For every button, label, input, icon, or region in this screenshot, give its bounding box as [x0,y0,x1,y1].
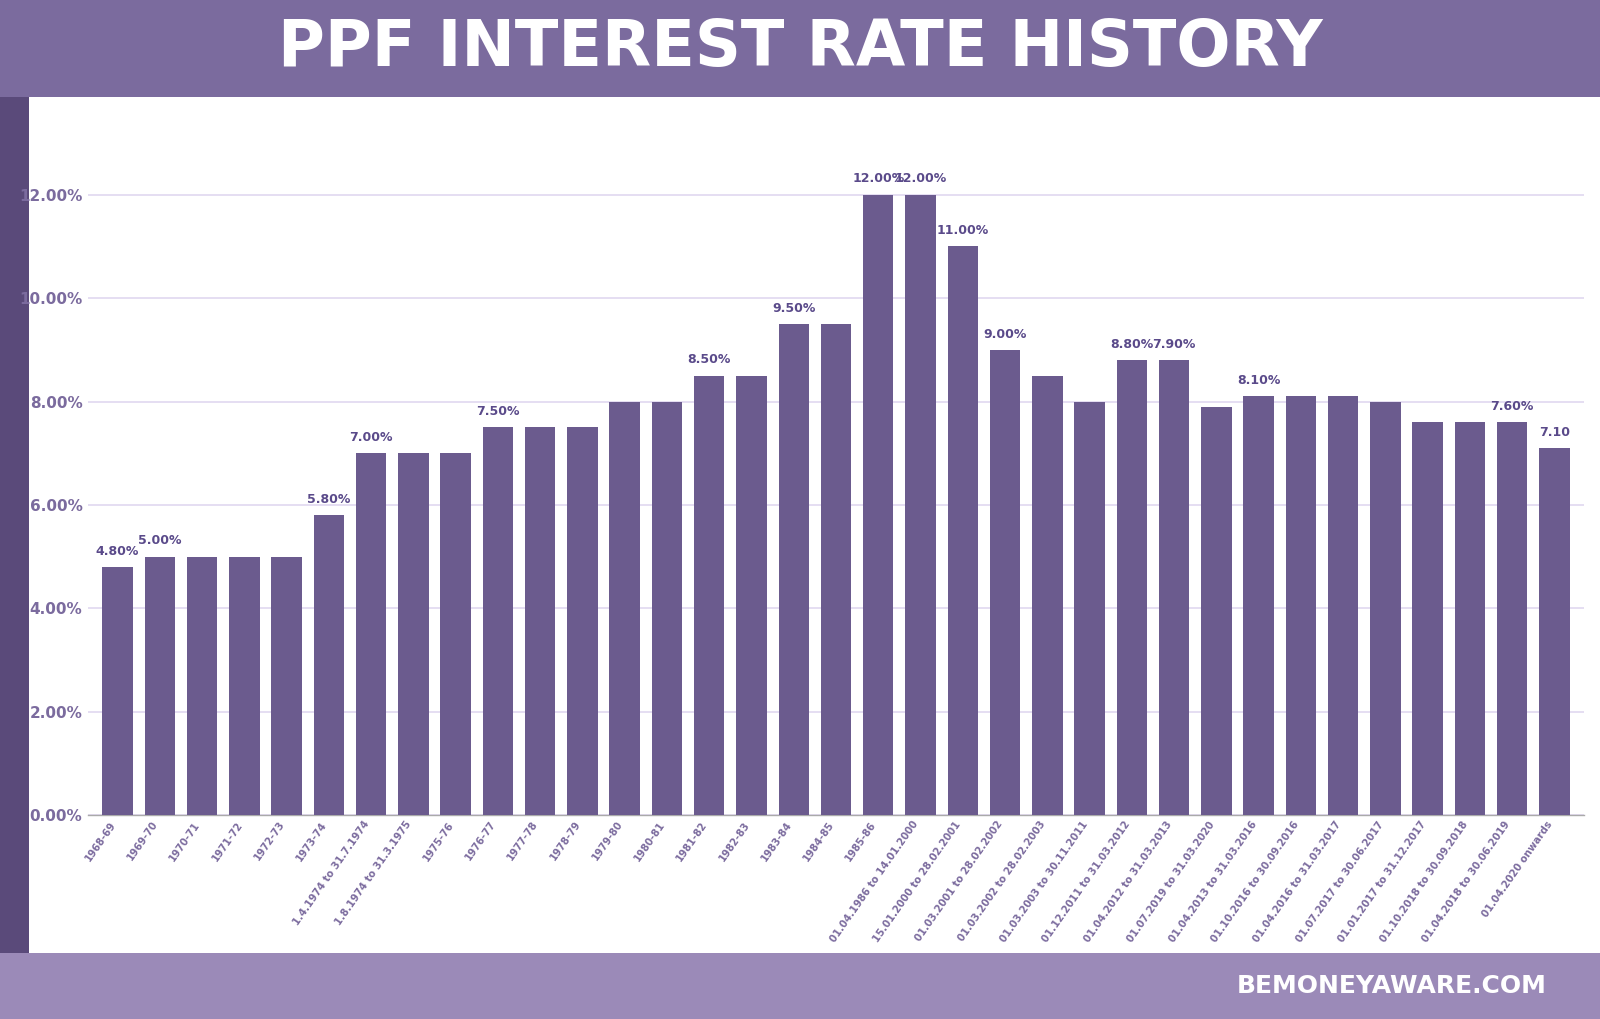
Text: 7.10: 7.10 [1539,426,1570,439]
Bar [229,556,259,815]
Text: 7.90%: 7.90% [1152,338,1195,351]
Text: 8.10%: 8.10% [1237,374,1280,387]
Bar [187,556,218,815]
Bar [272,556,302,815]
Text: 11.00%: 11.00% [936,224,989,237]
Bar [1413,422,1443,815]
Bar [314,516,344,815]
Bar [1158,360,1189,815]
Text: BEMONEYAWARE.COM: BEMONEYAWARE.COM [1237,974,1547,998]
Text: PPF INTEREST RATE HISTORY: PPF INTEREST RATE HISTORY [278,17,1322,79]
Bar [1117,360,1147,815]
Bar [440,453,470,815]
Bar [1243,396,1274,815]
Bar [1074,401,1104,815]
Bar [821,324,851,815]
Text: 9.00%: 9.00% [984,327,1027,340]
Bar [990,350,1021,815]
Bar [525,427,555,815]
Bar [1539,448,1570,815]
Bar [355,453,386,815]
Bar [398,453,429,815]
Bar [779,324,810,815]
Bar [862,195,893,815]
Bar [1328,396,1358,815]
Text: 12.00%: 12.00% [853,172,904,185]
Bar [906,195,936,815]
Bar [1454,422,1485,815]
Text: 12.00%: 12.00% [894,172,947,185]
Bar [947,247,978,815]
Text: 7.00%: 7.00% [349,431,394,444]
Text: 7.60%: 7.60% [1491,399,1534,413]
Bar [568,427,598,815]
Bar [1286,396,1317,815]
Bar [144,556,174,815]
Bar [694,376,725,815]
Text: 7.50%: 7.50% [477,406,520,418]
Bar [736,376,766,815]
Bar [651,401,682,815]
Text: 9.50%: 9.50% [773,302,816,315]
Bar [1032,376,1062,815]
Bar [102,567,133,815]
Bar [483,427,514,815]
Text: 8.50%: 8.50% [688,354,731,367]
Bar [1498,422,1528,815]
Bar [1202,407,1232,815]
Text: 5.00%: 5.00% [138,534,181,547]
Bar [1370,401,1400,815]
Text: 8.80%: 8.80% [1110,338,1154,351]
Bar [610,401,640,815]
Text: 5.80%: 5.80% [307,493,350,506]
Text: 4.80%: 4.80% [96,545,139,557]
